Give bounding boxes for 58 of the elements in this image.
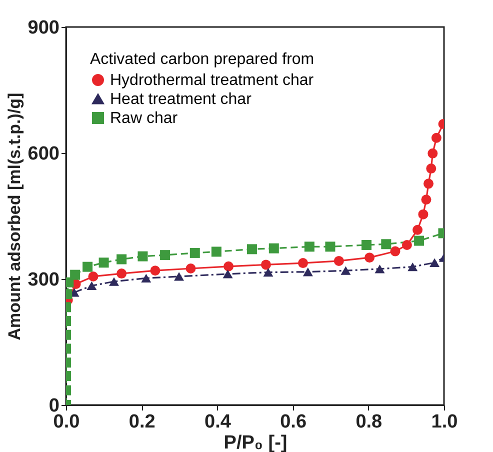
x-tick-label: 0.6 xyxy=(280,412,307,432)
point xyxy=(418,209,428,220)
point xyxy=(141,274,152,282)
point xyxy=(428,148,438,158)
point xyxy=(424,178,434,189)
x-tick-label: 0.4 xyxy=(204,412,232,432)
point xyxy=(150,266,160,276)
point xyxy=(381,239,392,250)
y-tick-label: 900 xyxy=(28,18,60,38)
point xyxy=(268,243,279,254)
point xyxy=(70,270,80,280)
point xyxy=(374,264,385,274)
y-tick-label: 300 xyxy=(28,270,60,290)
legend-title: Activated carbon prepared from xyxy=(90,51,314,68)
point xyxy=(304,242,314,252)
point xyxy=(82,262,93,272)
point xyxy=(408,262,418,272)
point xyxy=(421,194,432,205)
point xyxy=(174,272,184,281)
point xyxy=(334,256,344,266)
point xyxy=(430,258,440,267)
legend-label: Hydrothermal treatment char xyxy=(110,72,314,89)
point xyxy=(364,252,375,263)
point xyxy=(211,246,222,257)
y-tick-label: 600 xyxy=(28,144,60,164)
x-tick-label: 0.2 xyxy=(128,412,156,432)
point xyxy=(414,236,424,246)
point xyxy=(224,261,234,272)
point xyxy=(186,264,196,274)
point xyxy=(246,244,257,254)
point xyxy=(116,268,127,279)
point xyxy=(362,240,372,250)
point xyxy=(88,271,98,282)
legend-label: Raw char xyxy=(110,110,178,127)
y-axis-title: Amount adsorbed [ml(s.t.p.)/g] xyxy=(4,92,24,340)
point xyxy=(402,240,412,250)
point xyxy=(302,268,313,276)
point xyxy=(98,258,109,268)
point xyxy=(325,242,336,252)
legend-label: Heat treatment char xyxy=(110,91,252,108)
point xyxy=(160,250,170,260)
point xyxy=(116,254,127,264)
x-tick-label: 0.8 xyxy=(356,412,382,432)
point xyxy=(109,277,120,286)
point xyxy=(340,266,351,275)
point xyxy=(298,258,308,268)
point xyxy=(190,248,200,258)
point xyxy=(263,268,274,277)
point xyxy=(431,132,442,143)
point xyxy=(412,224,423,235)
point xyxy=(260,260,271,270)
point xyxy=(138,251,148,262)
x-tick-label: 1.0 xyxy=(431,412,458,432)
point xyxy=(222,270,233,278)
x-tick-label: 0.0 xyxy=(53,412,80,432)
point xyxy=(426,164,436,174)
point xyxy=(390,246,400,256)
point xyxy=(86,281,97,290)
